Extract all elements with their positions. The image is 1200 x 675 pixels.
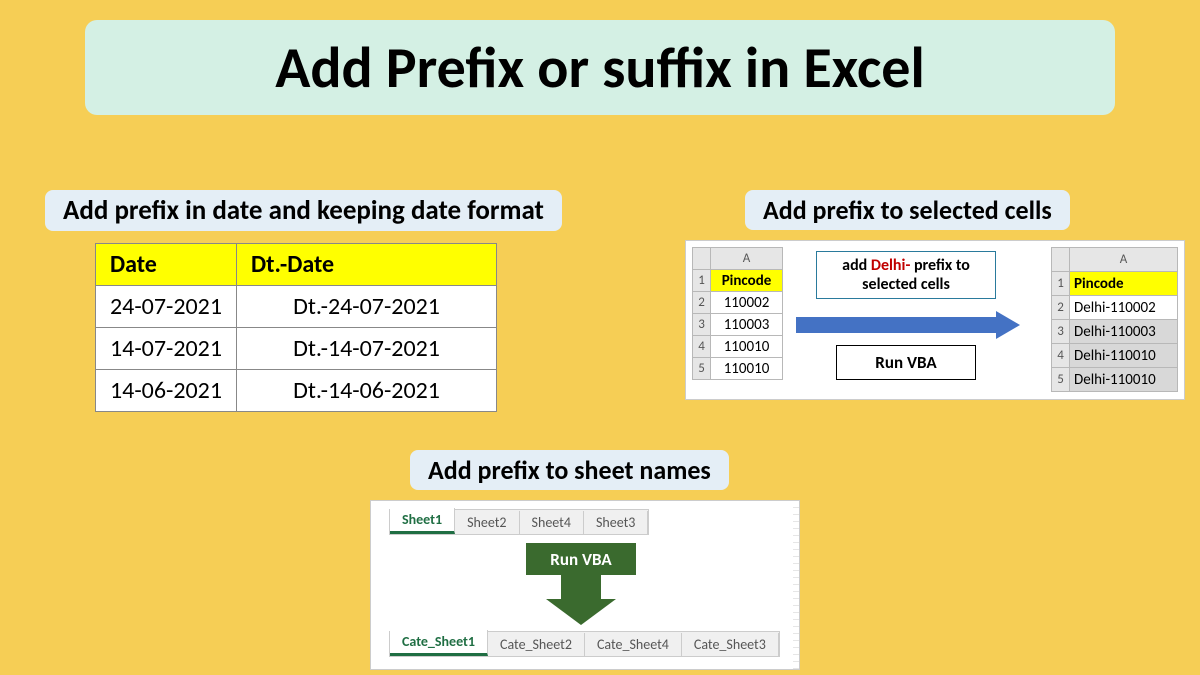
- sheet-tab[interactable]: Sheet2: [455, 511, 519, 534]
- sheet-tab[interactable]: Sheet3: [584, 511, 648, 534]
- date-table: Date Dt.-Date 24-07-2021 Dt.-24-07-2021 …: [95, 243, 497, 412]
- section3-heading: Add prefix to sheet names: [410, 450, 729, 490]
- section-selected-cells: Add prefix to selected cells A 1Pincode …: [685, 190, 1185, 400]
- sheet-tabs-before: Sheet1 Sheet2 Sheet4 Sheet3: [389, 509, 649, 535]
- run-vba-arrow-icon: Run VBA: [526, 543, 636, 623]
- decorative-line: [793, 501, 799, 671]
- callout-text: add Delhi- prefix to selected cells: [816, 251, 996, 299]
- section2-body: A 1Pincode 2110002 3110003 4110010 51100…: [685, 240, 1185, 400]
- sheet-tab[interactable]: Cate_Sheet3: [682, 633, 779, 656]
- section-date-prefix: Add prefix in date and keeping date form…: [45, 190, 562, 412]
- section2-heading: Add prefix to selected cells: [745, 190, 1070, 230]
- dtdate-header: Dt.-Date: [237, 244, 497, 286]
- run-vba-label: Run VBA: [836, 345, 976, 380]
- arrow-right-icon: [796, 311, 1026, 339]
- sheet-tabs-after: Cate_Sheet1 Cate_Sheet2 Cate_Sheet4 Cate…: [389, 631, 780, 657]
- table-row: 14-06-2021 Dt.-14-06-2021: [96, 370, 497, 412]
- table-row: 24-07-2021 Dt.-24-07-2021: [96, 286, 497, 328]
- section1-heading: Add prefix in date and keeping date form…: [45, 190, 562, 231]
- section-sheet-names: Add prefix to sheet names Sheet1 Sheet2 …: [370, 450, 800, 670]
- table-row: 14-07-2021 Dt.-14-07-2021: [96, 328, 497, 370]
- pincode-grid-before: A 1Pincode 2110002 3110003 4110010 51100…: [692, 247, 783, 380]
- page-title: Add Prefix or suffix in Excel: [275, 32, 924, 103]
- sheet-tab[interactable]: Cate_Sheet1: [390, 630, 488, 656]
- pincode-grid-after: A 1Pincode 2Delhi-110002 3Delhi-110003 4…: [1051, 247, 1178, 392]
- section3-body: Sheet1 Sheet2 Sheet4 Sheet3 Run VBA Cate…: [370, 500, 800, 670]
- title-banner: Add Prefix or suffix in Excel: [85, 20, 1115, 115]
- sheet-tab[interactable]: Sheet4: [520, 511, 584, 534]
- sheet-tab[interactable]: Sheet1: [390, 508, 455, 534]
- sheet-tab[interactable]: Cate_Sheet4: [585, 633, 682, 656]
- date-header: Date: [96, 244, 237, 286]
- run-vba-label: Run VBA: [526, 543, 636, 575]
- sheet-tab[interactable]: Cate_Sheet2: [488, 633, 585, 656]
